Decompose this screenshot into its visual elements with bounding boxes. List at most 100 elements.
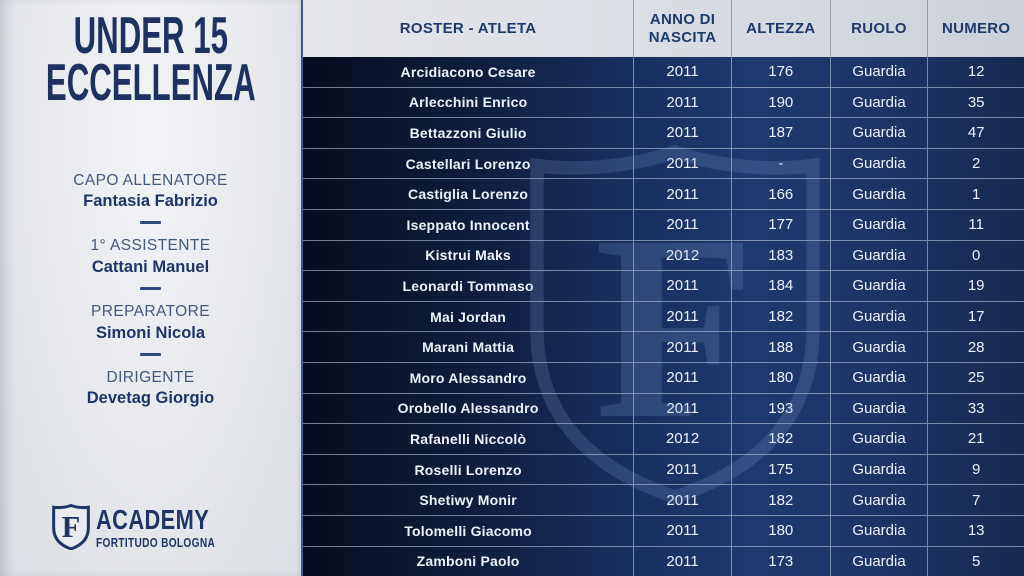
cell-height: 180: [730, 515, 830, 546]
cell-height: 188: [730, 332, 830, 362]
cell-birth-year: 2011: [633, 546, 731, 576]
cell-birth-year: 2011: [633, 57, 731, 87]
cell-number: 0: [927, 240, 1024, 271]
cell-birth-year: 2011: [633, 454, 731, 485]
cell-number: 5: [927, 546, 1024, 576]
cell-role: Guardia: [829, 424, 928, 454]
divider-dash: [140, 353, 161, 357]
cell-birth-year: 2011: [633, 209, 731, 240]
cell-player-name: Shetiwy Monir: [419, 492, 517, 509]
staff-role: DIRIGENTE: [106, 369, 195, 387]
cell-player-name: Orobello Alessandro: [397, 400, 539, 417]
roster-rows: Arcidiacono Cesare 2011 176 Guardia 12 A…: [303, 57, 1024, 576]
cell-role: Guardia: [829, 393, 928, 424]
staff-name: Simoni Nicola: [95, 323, 206, 342]
cell-birth-year: 2011: [633, 301, 731, 332]
table-row: Orobello Alessandro 2011 193 Guardia 33: [303, 392, 1024, 424]
cell-role: Guardia: [829, 87, 928, 118]
staff-role: 1° ASSISTENTE: [90, 237, 211, 255]
cell-player-name: Moro Alessandro: [409, 369, 527, 386]
staff-entry: CAPO ALLENATORE Fantasia Fabrizio: [73, 171, 227, 225]
cell-number: 7: [927, 485, 1024, 515]
cell-height: 176: [730, 57, 830, 87]
cell-number: 11: [927, 209, 1024, 240]
cell-player-name: Mai Jordan: [430, 308, 507, 325]
cell-role: Guardia: [829, 118, 928, 148]
cell-role: Guardia: [829, 515, 928, 546]
cell-birth-year: 2011: [633, 148, 731, 179]
cell-player-name: Kistrui Maks: [425, 247, 511, 264]
cell-role: Guardia: [829, 332, 928, 362]
cell-birth-year: 2011: [633, 393, 731, 424]
cell-role: Guardia: [829, 454, 928, 485]
cell-role: Guardia: [829, 148, 928, 179]
staff-name: Fantasia Fabrizio: [83, 191, 218, 210]
roster-table: ROSTER - ATLETA ANNO DI NASCITA ALTEZZA …: [301, 0, 1024, 576]
cell-number: 25: [927, 362, 1024, 393]
staff-name: Cattani Manuel: [91, 257, 210, 276]
roster-table-header: ROSTER - ATLETA ANNO DI NASCITA ALTEZZA …: [303, 0, 1024, 57]
table-row: Shetiwy Monir 2011 182 Guardia 7: [303, 484, 1024, 515]
cell-player-name: Iseppato Innocent: [406, 216, 530, 233]
column-header-anno: ANNO DI NASCITA: [633, 0, 731, 57]
cell-height: 177: [730, 209, 830, 240]
cell-height: 182: [730, 424, 830, 454]
column-header-numero: NUMERO: [927, 0, 1024, 57]
shield-f-icon: F: [52, 504, 91, 550]
cell-birth-year: 2011: [633, 118, 731, 148]
table-row: Moro Alessandro 2011 180 Guardia 25: [303, 361, 1024, 393]
cell-birth-year: 2012: [633, 240, 731, 271]
table-row: Kistrui Maks 2012 183 Guardia 0: [303, 239, 1024, 271]
cell-number: 21: [927, 424, 1024, 454]
cell-height: 173: [730, 546, 830, 576]
cell-birth-year: 2011: [633, 515, 731, 546]
staff-role: PREPARATORE: [91, 303, 210, 321]
divider-dash: [140, 287, 161, 291]
staff-list: CAPO ALLENATORE Fantasia Fabrizio 1° ASS…: [73, 171, 227, 410]
staff-entry: DIRIGENTE Devetag Giorgio: [73, 368, 227, 410]
table-row: Rafanelli Niccolò 2012 182 Guardia 21: [303, 423, 1024, 454]
cell-number: 2: [927, 148, 1024, 179]
academy-logo-text: ACADEMY FORTITUDO BOLOGNA: [96, 505, 215, 549]
cell-player-name: Arlecchini Enrico: [408, 94, 528, 111]
column-header-atleta: ROSTER - ATLETA: [399, 19, 537, 37]
cell-role: Guardia: [829, 301, 928, 332]
cell-number: 17: [927, 301, 1024, 332]
cell-number: 12: [927, 57, 1024, 87]
sidebar: UNDER 15 ECCELLENZA CAPO ALLENATORE Fant…: [0, 0, 301, 576]
cell-role: Guardia: [829, 57, 928, 87]
academy-logo: F ACADEMY FORTITUDO BOLOGNA: [52, 504, 249, 550]
cell-player-name: Rafanelli Niccolò: [409, 430, 527, 447]
staff-entry: 1° ASSISTENTE Cattani Manuel: [73, 236, 227, 291]
cell-height: 180: [730, 362, 830, 393]
team-title: UNDER 15 ECCELLENZA: [46, 10, 256, 109]
cell-number: 1: [927, 179, 1024, 209]
cell-number: 9: [927, 454, 1024, 485]
cell-player-name: Leonardi Tommaso: [402, 277, 534, 294]
table-row: Arlecchini Enrico 2011 190 Guardia 35: [303, 86, 1024, 118]
cell-role: Guardia: [829, 271, 928, 301]
cell-player-name: Tolomelli Giacomo: [404, 522, 532, 539]
table-row: Iseppato Innocent 2011 177 Guardia 11: [303, 208, 1024, 240]
cell-player-name: Marani Mattia: [422, 339, 515, 356]
cell-number: 13: [927, 515, 1024, 546]
table-row: Tolomelli Giacomo 2011 180 Guardia 13: [303, 514, 1024, 546]
cell-birth-year: 2011: [633, 271, 731, 301]
cell-number: 35: [927, 87, 1024, 118]
table-row: Bettazzoni Giulio 2011 187 Guardia 47: [303, 117, 1024, 148]
cell-number: 33: [927, 393, 1024, 424]
cell-role: Guardia: [829, 240, 928, 271]
cell-birth-year: 2011: [633, 485, 731, 515]
cell-height: 166: [730, 179, 830, 209]
cell-role: Guardia: [829, 546, 928, 576]
cell-birth-year: 2011: [633, 87, 731, 118]
cell-number: 19: [927, 271, 1024, 301]
cell-height: 187: [730, 118, 830, 148]
table-row: Castiglia Lorenzo 2011 166 Guardia 1: [303, 178, 1024, 209]
cell-player-name: Roselli Lorenzo: [414, 461, 522, 478]
cell-player-name: Bettazzoni Giulio: [409, 124, 527, 141]
cell-height: 183: [730, 240, 830, 271]
table-row: Roselli Lorenzo 2011 175 Guardia 9: [303, 453, 1024, 485]
cell-role: Guardia: [829, 179, 928, 209]
table-row: Zamboni Paolo 2011 173 Guardia 5: [303, 545, 1024, 576]
